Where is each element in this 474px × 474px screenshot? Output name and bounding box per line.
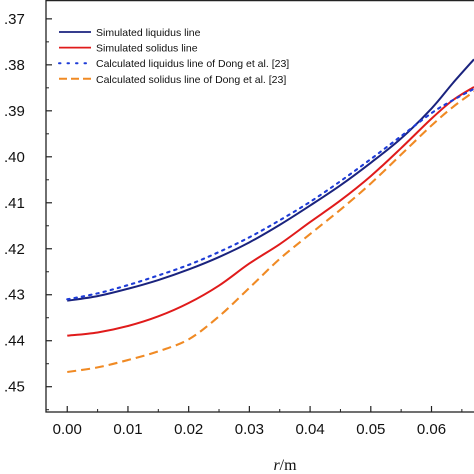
y-tick-label: .37	[4, 11, 25, 28]
legend-entry-3: Calculated liquidus line of Dong et al. …	[96, 58, 289, 70]
plot-lines	[66, 58, 474, 374]
y-tick-label: .39	[4, 103, 25, 120]
x-tick-label: 0.01	[113, 421, 142, 438]
legend-entry-4: Calculated solidus line of Dong et al. […	[96, 74, 286, 86]
y-tick-label: .41	[4, 195, 25, 212]
y-axis: .37 .38 .39 .40 .41 .42 .43 .44 .45	[4, 11, 52, 411]
x-tick-label: 0.03	[235, 421, 264, 438]
legend-entry-1: Simulated liquidus line	[96, 27, 201, 39]
x-tick-label: 0.06	[417, 421, 446, 438]
series-line-1	[67, 58, 474, 302]
y-tick-label: .42	[4, 241, 25, 258]
y-tick-label: .40	[4, 149, 25, 166]
x-tick-label: 0.02	[174, 421, 203, 438]
plot-frame	[45, 0, 474, 413]
x-axis: 0.00 0.01 0.02 0.03 0.04 0.05 0.06	[53, 406, 463, 438]
series-line-4	[67, 90, 474, 374]
x-tick-label: 0.05	[356, 421, 385, 438]
x-axis-label-variable: r	[273, 457, 280, 474]
y-tick-label: .44	[4, 333, 25, 350]
y-tick-label: .38	[4, 57, 25, 74]
x-tick-label: 0.04	[295, 421, 324, 438]
x-axis-label: r/m	[273, 457, 297, 474]
x-axis-label-unit: /m	[280, 457, 297, 474]
legend: Simulated liquidus line Simulated solidus…	[58, 27, 289, 86]
x-tick-label: 0.00	[53, 421, 82, 438]
series-line-2	[67, 86, 474, 337]
series-line-3	[66, 87, 474, 301]
legend-entry-2: Simulated solidus line	[96, 43, 198, 55]
y-tick-label: .45	[4, 379, 25, 396]
y-tick-label: .43	[4, 287, 25, 304]
